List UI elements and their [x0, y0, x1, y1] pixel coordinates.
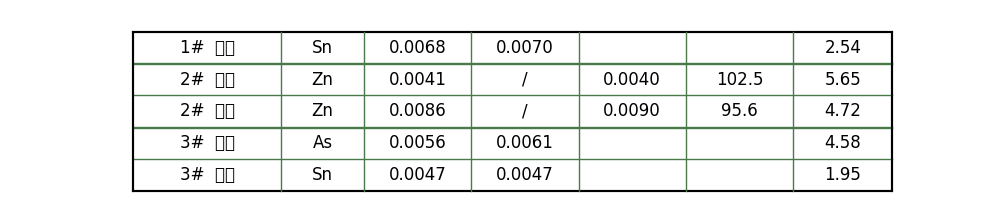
Text: 0.0047: 0.0047: [389, 166, 446, 184]
Text: 0.0040: 0.0040: [603, 70, 661, 89]
Text: Sn: Sn: [312, 166, 333, 184]
Text: 0.0068: 0.0068: [389, 39, 446, 57]
Text: 95.6: 95.6: [721, 102, 758, 120]
Text: 102.5: 102.5: [716, 70, 763, 89]
Text: Sn: Sn: [312, 39, 333, 57]
Text: 5.65: 5.65: [824, 70, 861, 89]
Text: As: As: [313, 134, 333, 152]
Text: 4.72: 4.72: [824, 102, 861, 120]
Text: /: /: [522, 102, 528, 120]
Text: 0.0056: 0.0056: [389, 134, 446, 152]
Text: 0.0047: 0.0047: [496, 166, 554, 184]
Text: 4.58: 4.58: [824, 134, 861, 152]
Text: 0.0070: 0.0070: [496, 39, 554, 57]
Text: 1#  钢标: 1# 钢标: [180, 39, 235, 57]
Text: 0.0061: 0.0061: [496, 134, 554, 152]
Text: 3#  钢标: 3# 钢标: [180, 134, 235, 152]
Text: 0.0090: 0.0090: [603, 102, 661, 120]
Text: 0.0086: 0.0086: [389, 102, 446, 120]
Text: 3#  钢标: 3# 钢标: [180, 166, 235, 184]
Text: 2#  钢标: 2# 钢标: [180, 70, 235, 89]
Text: /: /: [522, 70, 528, 89]
Text: Zn: Zn: [312, 102, 334, 120]
Text: 2#  钢标: 2# 钢标: [180, 102, 235, 120]
Text: 1.95: 1.95: [824, 166, 861, 184]
Text: 2.54: 2.54: [824, 39, 861, 57]
Text: 0.0041: 0.0041: [389, 70, 446, 89]
Text: Zn: Zn: [312, 70, 334, 89]
